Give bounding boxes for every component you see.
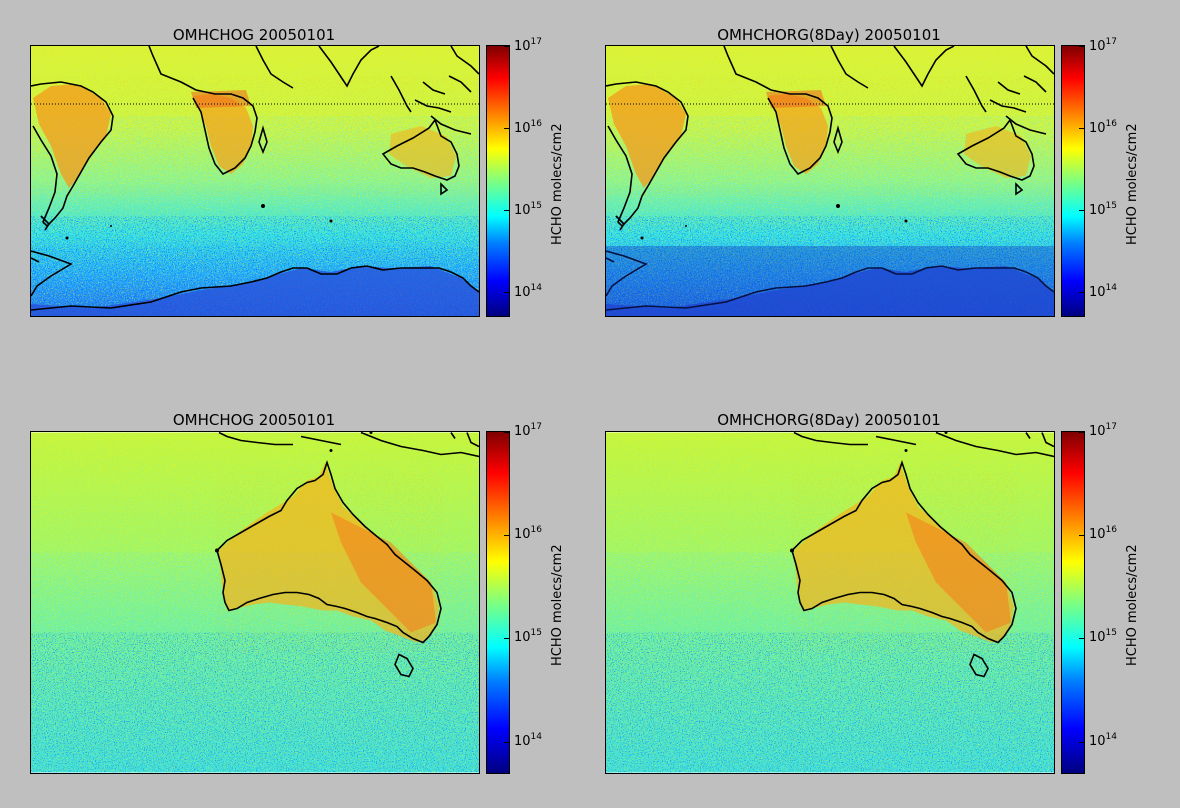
- map-plot: [605, 45, 1055, 317]
- colorbar-tick-label: 1017: [1089, 37, 1117, 54]
- colorbar: [1061, 431, 1085, 774]
- map-plot: [605, 431, 1055, 774]
- panel-title: OMHCHOG 20050101: [172, 411, 336, 429]
- colorbar-tick-label: 1017: [514, 37, 542, 54]
- panel-title: OMHCHOG 20050101: [172, 26, 336, 44]
- map-plot: [30, 431, 480, 774]
- panel-title: OMHCHORG(8Day) 20050101: [717, 411, 941, 429]
- colorbar-tick-label: 1014: [1089, 283, 1117, 300]
- colorbar-tick-label: 1016: [514, 119, 542, 136]
- colorbar-tick-label: 1017: [514, 422, 542, 439]
- panel-title: OMHCHORG(8Day) 20050101: [717, 26, 941, 44]
- map-plot: [30, 45, 480, 317]
- colorbar-tick-label: 1015: [1089, 201, 1117, 218]
- colorbar-label: HCHO molecs/cm2: [1125, 544, 1140, 666]
- colorbar: [486, 431, 510, 774]
- colorbar-tick-label: 1015: [1089, 628, 1117, 645]
- colorbar-tick-label: 1016: [514, 525, 542, 542]
- colorbar-label: HCHO molecs/cm2: [550, 544, 565, 666]
- colorbar-tick-label: 1014: [514, 283, 542, 300]
- colorbar-label: HCHO molecs/cm2: [550, 123, 565, 245]
- colorbar-tick-label: 1017: [1089, 422, 1117, 439]
- colorbar-tick-label: 1014: [514, 732, 542, 749]
- colorbar-tick-label: 1015: [514, 628, 542, 645]
- colorbar-label: HCHO molecs/cm2: [1125, 123, 1140, 245]
- colorbar: [1061, 45, 1085, 317]
- colorbar-tick-label: 1016: [1089, 525, 1117, 542]
- colorbar-tick-label: 1016: [1089, 119, 1117, 136]
- colorbar: [486, 45, 510, 317]
- colorbar-tick-label: 1014: [1089, 732, 1117, 749]
- colorbar-tick-label: 1015: [514, 201, 542, 218]
